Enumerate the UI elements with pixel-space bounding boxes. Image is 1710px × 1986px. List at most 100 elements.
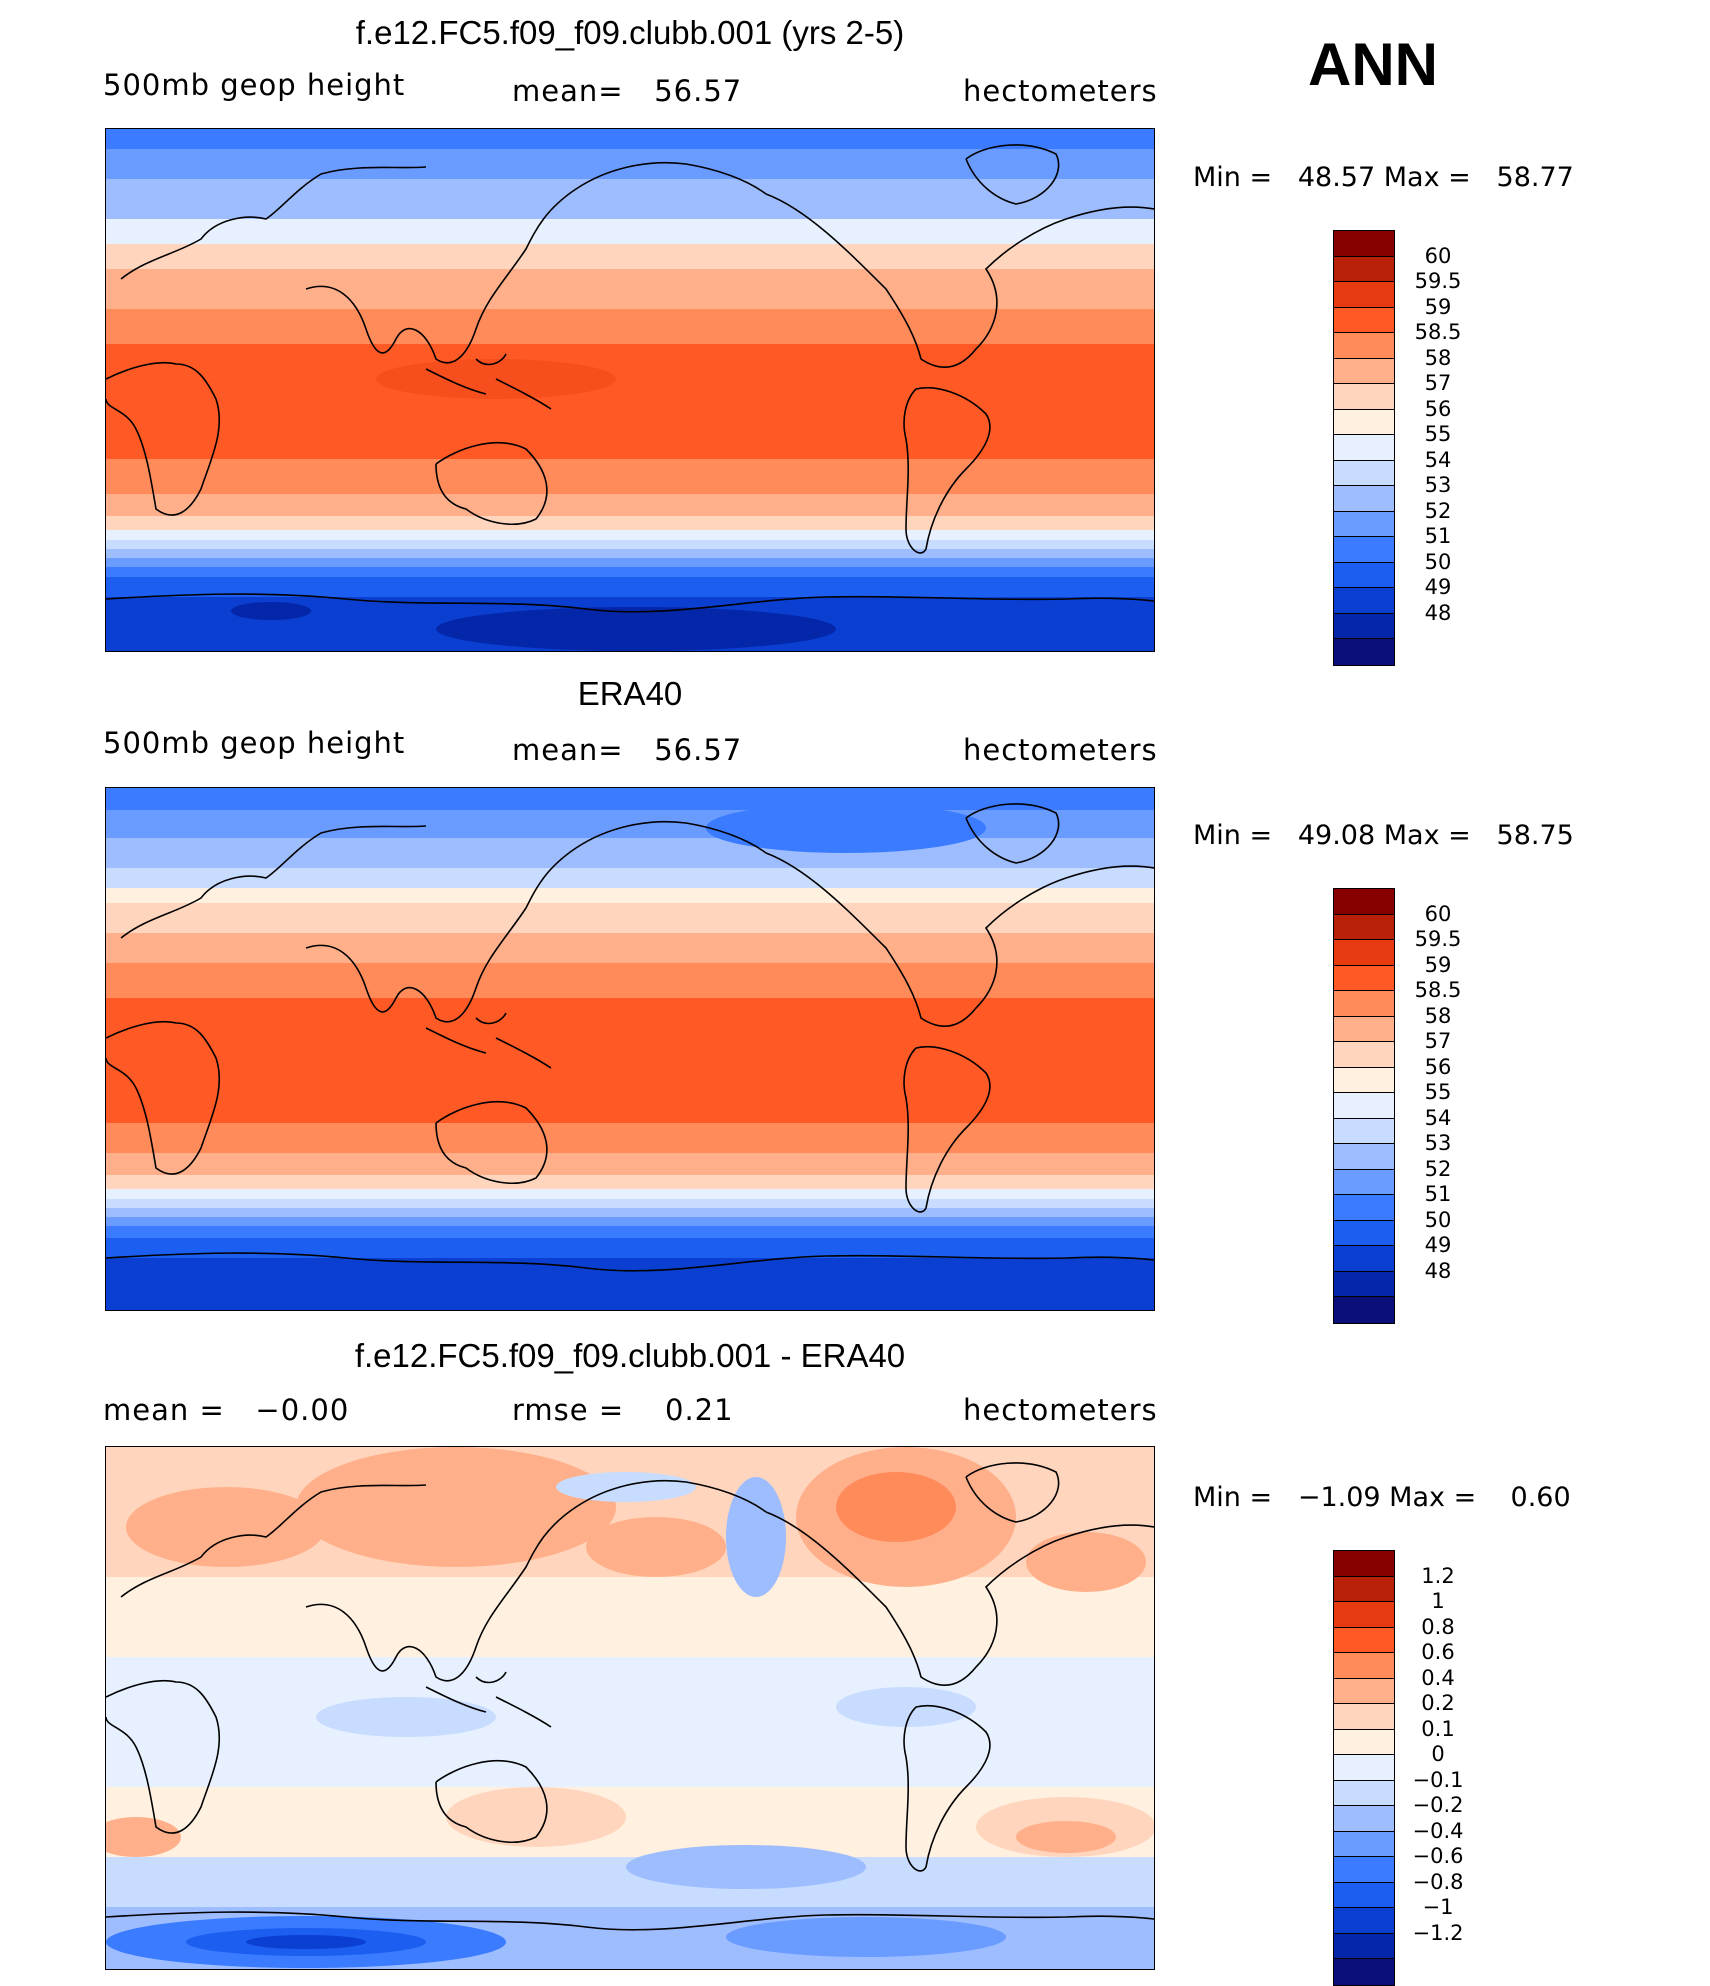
band	[106, 577, 1154, 597]
greenland-coast	[965, 803, 1060, 864]
band	[106, 567, 1154, 577]
europe-coast	[120, 166, 427, 280]
band	[106, 1208, 1154, 1217]
band	[106, 1238, 1154, 1258]
colorbar-swatch	[1334, 562, 1394, 588]
panel-3-rmse: rmse = 0.21	[512, 1393, 734, 1427]
colorbar-swatch	[1334, 333, 1394, 359]
colorbar-swatch	[1334, 307, 1394, 333]
cbar-tick: 59.5	[1414, 269, 1462, 293]
africa-coast	[106, 1679, 221, 1834]
south-america-coast	[903, 387, 991, 554]
band	[106, 1577, 1154, 1657]
cbar-tick: 59	[1424, 294, 1452, 319]
panel-3-minmax: Min = −1.09 Max = 0.60	[1193, 1482, 1571, 1513]
cbar-tick: 49	[1424, 575, 1452, 599]
band	[106, 868, 1154, 888]
cbar-tick: 52	[1424, 1156, 1452, 1181]
colorbar-swatch	[1334, 1806, 1394, 1832]
north-america-coast	[765, 193, 1154, 368]
band	[106, 963, 1154, 998]
panel-2-title: ERA40	[577, 675, 683, 712]
panel-1-minmax: Min = 48.57 Max = 58.77	[1193, 162, 1574, 193]
maritime-islands	[425, 1012, 552, 1069]
colorbar-swatch	[1334, 1220, 1394, 1246]
panel-3-units: hectometers	[963, 1393, 1158, 1427]
band	[106, 494, 1154, 516]
band	[106, 1189, 1154, 1199]
cbar-tick: 0.4	[1421, 1665, 1455, 1690]
colorbar-swatch	[1334, 588, 1394, 614]
band	[106, 1657, 1154, 1787]
colorbar-swatch	[1334, 1093, 1394, 1119]
band	[106, 244, 1154, 269]
warm-blob	[1016, 1821, 1116, 1853]
cbar-tick: 0.2	[1421, 1691, 1455, 1715]
panel-1-colorbar	[1333, 230, 1395, 666]
europe-coast	[120, 1484, 427, 1598]
coastlines	[106, 803, 1154, 1272]
colorbar-swatch	[1334, 1576, 1394, 1602]
colorbar-swatch	[1334, 435, 1394, 461]
band	[106, 459, 1154, 494]
cbar-tick: 56	[1424, 1054, 1452, 1079]
band	[106, 903, 1154, 933]
band	[106, 516, 1154, 530]
panel-2-map-svg	[106, 788, 1154, 1310]
panel-2-map	[105, 787, 1155, 1311]
panel-2-units: hectometers	[963, 733, 1158, 767]
cbar-tick: 0	[1431, 1742, 1445, 1766]
panel-2-mean: mean= 56.57	[512, 733, 743, 767]
cbar-tick: 51	[1424, 524, 1452, 548]
colorbar-swatch	[1334, 384, 1394, 410]
maritime-islands	[425, 1671, 552, 1728]
colorbar-swatch	[1334, 940, 1394, 966]
colorbar-swatch	[1334, 1857, 1394, 1883]
band	[106, 810, 1154, 838]
warm-blob	[1026, 1532, 1146, 1592]
asia-coast	[305, 820, 767, 1023]
band	[106, 179, 1154, 219]
colorbar-swatch	[1334, 537, 1394, 563]
colorbar-swatch	[1334, 1551, 1394, 1577]
band	[106, 1226, 1154, 1238]
africa-coast	[106, 361, 221, 516]
cbar-tick: −0.2	[1412, 1793, 1464, 1817]
band	[106, 1153, 1154, 1175]
colorbar-swatch	[1334, 613, 1394, 639]
colorbar-swatch	[1334, 511, 1394, 537]
panel-2-left-label: 500mb geop height	[103, 726, 406, 760]
colorbar-swatch	[1334, 1959, 1394, 1985]
band	[106, 344, 1154, 459]
cbar-tick: 53	[1424, 473, 1452, 497]
band	[106, 838, 1154, 868]
warm-blob	[106, 1817, 181, 1857]
colorbar-swatch	[1334, 1755, 1394, 1781]
colorbar-swatch	[1334, 1297, 1394, 1323]
cold-pool	[706, 803, 986, 853]
warm-blob	[836, 1472, 956, 1542]
panel-3-title: f.e12.FC5.f09_f09.clubb.001 - ERA40	[354, 1337, 906, 1374]
colorbar-swatch	[1334, 1042, 1394, 1068]
antarctica-coast	[106, 1252, 1154, 1272]
panel-1-title: f.e12.FC5.f09_f09.clubb.001 (yrs 2-5)	[355, 14, 905, 51]
cold-blob	[836, 1687, 976, 1727]
asia-coast	[305, 1479, 767, 1682]
colorbar-swatch	[1334, 914, 1394, 940]
colorbar-swatch	[1334, 1933, 1394, 1959]
cbar-tick: 58	[1424, 345, 1452, 370]
australia-coast	[435, 1760, 548, 1843]
cbar-tick: 49	[1424, 1233, 1452, 1257]
band	[106, 549, 1154, 558]
warm-blob	[126, 1487, 326, 1567]
cbar-tick: −1	[1422, 1895, 1454, 1919]
band	[106, 1199, 1154, 1208]
colorbar-swatch	[1334, 1067, 1394, 1093]
cbar-tick: 54	[1424, 447, 1452, 472]
colorbar-swatch	[1334, 1602, 1394, 1628]
australia-coast	[435, 442, 548, 525]
band	[106, 933, 1154, 963]
cbar-tick: 0.8	[1421, 1614, 1455, 1639]
cbar-tick: 52	[1424, 498, 1452, 523]
colorbar-swatch	[1334, 965, 1394, 991]
